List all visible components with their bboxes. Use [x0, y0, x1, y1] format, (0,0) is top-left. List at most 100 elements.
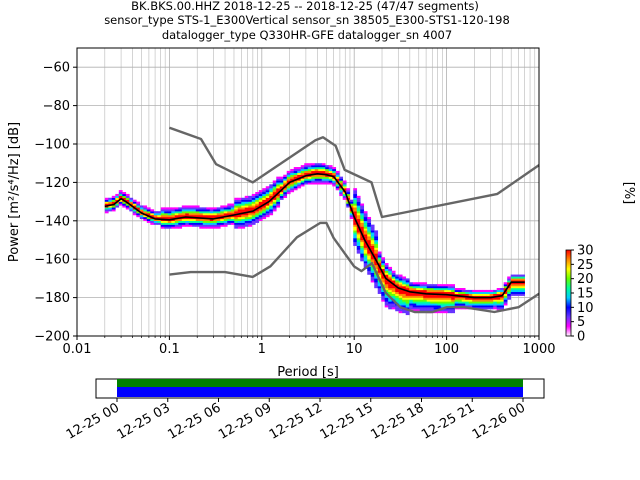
- psd-cell: [220, 205, 225, 208]
- psd-cell: [517, 293, 522, 296]
- psd-cell: [286, 190, 291, 193]
- psd-cell: [353, 222, 358, 225]
- psd-cell: [363, 249, 368, 252]
- psd-cell: [454, 295, 459, 298]
- psd-cell: [367, 216, 372, 220]
- psd-cell: [391, 282, 396, 285]
- psd-cell: [489, 297, 494, 300]
- psd-cell: [430, 284, 435, 287]
- psd-cell: [234, 224, 239, 227]
- psd-cell: [339, 178, 344, 181]
- psd-cell: [377, 263, 382, 266]
- psd-cell: [356, 228, 361, 231]
- psd-cell: [374, 245, 379, 248]
- psd-cell: [507, 282, 511, 285]
- psd-cell: [489, 305, 494, 308]
- psd-cell: [244, 205, 249, 208]
- psd-cell: [139, 216, 144, 220]
- psd-cell: [185, 211, 190, 214]
- psd-cell: [258, 195, 263, 198]
- psd-cell: [430, 288, 435, 291]
- psd-cell: [181, 207, 186, 210]
- psd-cell: [265, 205, 270, 208]
- psd-cell: [202, 218, 207, 221]
- psd-cell: [230, 220, 235, 223]
- psd-cell: [500, 301, 504, 304]
- psd-cell: [286, 186, 291, 189]
- psd-cell: [353, 234, 358, 237]
- psd-cell: [216, 211, 221, 214]
- psd-cell: [332, 170, 337, 173]
- psd-cell: [458, 288, 463, 291]
- psd-cell: [398, 286, 403, 289]
- psd-cell: [265, 211, 270, 214]
- psd-cell: [202, 209, 207, 212]
- psd-cell: [213, 224, 218, 227]
- psd-cell: [419, 293, 424, 296]
- psd-cell: [405, 303, 410, 306]
- psd-cell: [496, 289, 501, 293]
- psd-cell: [216, 218, 221, 221]
- psd-cell: [489, 289, 494, 293]
- psd-cell: [405, 295, 410, 298]
- psd-cell: [384, 272, 389, 275]
- psd-cell: [489, 299, 494, 302]
- psd-cell: [129, 197, 134, 200]
- psd-cell: [398, 278, 403, 281]
- psd-cell: [262, 192, 267, 195]
- psd-cell: [398, 274, 403, 277]
- psd-cell: [174, 211, 179, 214]
- psd-cell: [377, 272, 382, 275]
- psd-cell: [314, 174, 319, 177]
- psd-cell: [370, 272, 375, 275]
- psd-cell: [237, 218, 242, 221]
- psd-cell: [332, 180, 337, 183]
- psd-cell: [423, 289, 428, 293]
- psd-cell: [465, 297, 470, 300]
- psd-cell: [307, 168, 312, 172]
- psd-cell: [489, 293, 494, 296]
- psd-cell: [405, 280, 410, 283]
- psd-cell: [202, 222, 207, 225]
- psd-cell: [129, 201, 134, 204]
- psd-cell: [216, 215, 221, 218]
- psd-cell: [405, 278, 410, 281]
- psd-cell: [265, 199, 270, 202]
- psd-cell: [230, 211, 235, 214]
- psd-cell: [367, 230, 372, 233]
- psd-cell: [332, 178, 337, 181]
- psd-cell: [244, 216, 249, 220]
- psd-cell: [454, 293, 459, 296]
- psd-cell: [139, 207, 144, 210]
- psd-cell: [111, 209, 116, 212]
- psd-cell: [472, 303, 476, 306]
- psd-cell: [258, 193, 263, 197]
- psd-cell: [220, 220, 225, 223]
- psd-cell: [276, 186, 281, 189]
- psd-cell: [346, 188, 351, 191]
- psd-cell: [167, 226, 172, 229]
- psd-cell: [517, 278, 522, 281]
- psd-cell: [328, 168, 333, 172]
- psd-cell: [405, 297, 410, 300]
- psd-cell: [416, 282, 421, 285]
- psd-cell: [384, 282, 389, 285]
- psd-cell: [178, 209, 183, 212]
- psd-cell: [493, 291, 497, 294]
- psd-cell: [353, 188, 358, 191]
- psd-cell: [318, 174, 323, 177]
- timeline-segments-bar: [117, 379, 523, 387]
- psd-cell: [174, 218, 179, 221]
- psd-cell: [363, 215, 368, 218]
- psd-cell: [444, 311, 449, 314]
- psd-cell: [503, 291, 508, 294]
- psd-cell: [237, 215, 242, 218]
- psd-cell: [265, 192, 270, 195]
- psd-cell: [283, 195, 288, 198]
- psd-cell: [241, 224, 246, 227]
- psd-cell: [300, 172, 305, 175]
- psd-cell: [157, 220, 162, 223]
- psd-cell: [409, 293, 414, 296]
- psd-cell: [136, 203, 141, 206]
